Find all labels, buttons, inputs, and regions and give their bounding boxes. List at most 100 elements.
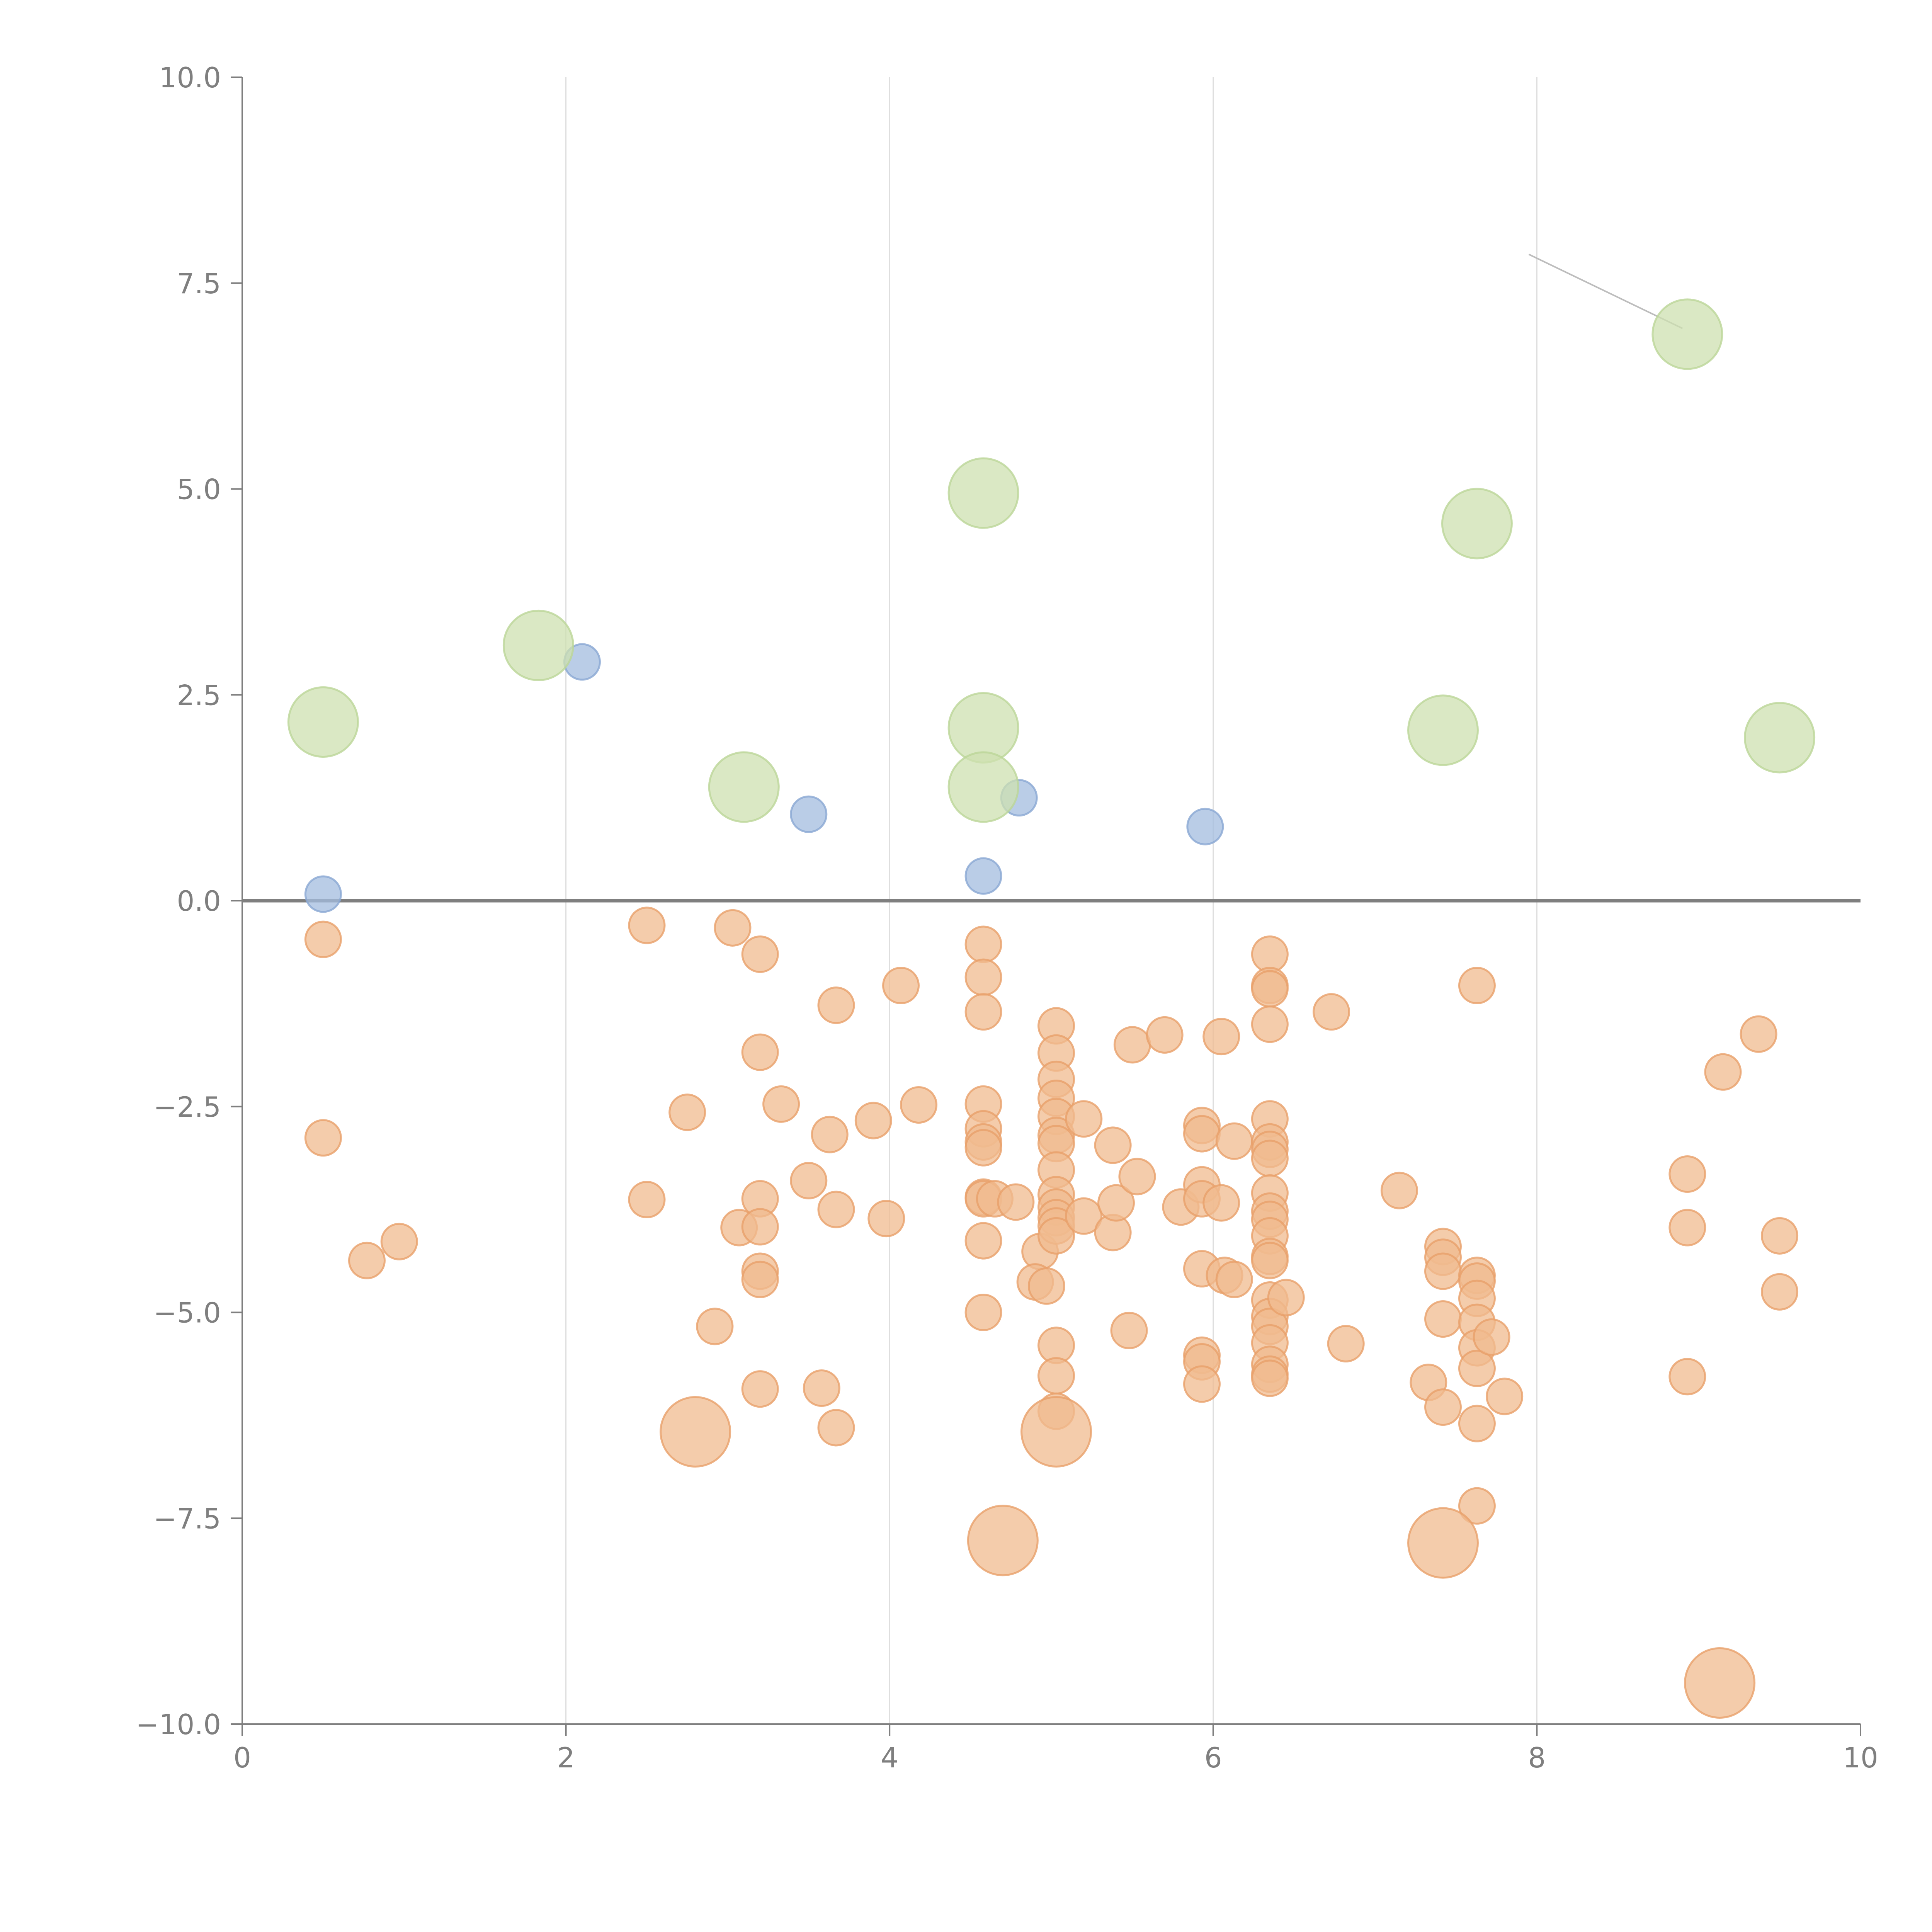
point-orange-29 xyxy=(964,958,1002,996)
axis-ticks: 0 2 4 6 8 10 10.0 7.5 5.0 2.5 0.0 −2.5 −5.0 −7.5 −10.0 xyxy=(136,61,1878,1774)
point-orange-large-0 xyxy=(660,1396,731,1468)
point-orange-25 xyxy=(867,1200,905,1238)
point-orange-3 xyxy=(380,1223,418,1260)
point-orange-38 xyxy=(964,1294,1002,1331)
y-tick-label-2: 5.0 xyxy=(177,473,221,506)
point-orange-large-1 xyxy=(967,1505,1039,1577)
point-orange-96 xyxy=(1251,1242,1289,1279)
point-orange-77 xyxy=(1183,1365,1221,1403)
y-tick-label-3: 2.5 xyxy=(177,679,221,711)
point-orange-121 xyxy=(1458,1405,1496,1442)
y-tick-label-4: 0.0 xyxy=(177,885,221,917)
point-green-1 xyxy=(502,609,574,681)
point-orange-78 xyxy=(1202,1018,1240,1056)
point-orange-85 xyxy=(1251,970,1289,1008)
point-orange-66 xyxy=(1113,1026,1151,1064)
point-orange-1 xyxy=(304,1119,342,1157)
point-blue-2 xyxy=(790,795,828,833)
point-orange-23 xyxy=(817,1409,855,1447)
point-green-5 xyxy=(947,751,1019,823)
point-orange-40 xyxy=(997,1183,1035,1221)
point-orange-107 xyxy=(1380,1172,1418,1209)
point-orange-21 xyxy=(811,1116,849,1153)
x-tick-label-3: 6 xyxy=(1204,1742,1222,1774)
point-orange-64 xyxy=(1097,1184,1135,1222)
point-orange-131 xyxy=(1761,1273,1799,1311)
point-orange-82 xyxy=(1215,1122,1253,1160)
point-orange-16 xyxy=(741,1370,779,1408)
point-orange-125 xyxy=(1668,1155,1706,1193)
point-green-6 xyxy=(1407,694,1479,766)
point-orange-113 xyxy=(1424,1388,1462,1426)
series-orange-large xyxy=(660,1396,1756,1719)
x-tick-label-0: 0 xyxy=(233,1742,251,1774)
point-orange-123 xyxy=(1473,1318,1510,1356)
point-orange-130 xyxy=(1761,1217,1799,1255)
x-tick-label-1: 2 xyxy=(557,1742,575,1774)
y-tick-label-7: −7.5 xyxy=(153,1502,221,1535)
point-blue-5 xyxy=(1186,808,1224,845)
series-orange xyxy=(304,906,1799,1525)
point-green-8 xyxy=(1651,298,1723,370)
series-green xyxy=(287,298,1816,823)
point-green-2 xyxy=(708,751,780,823)
point-orange-20 xyxy=(817,986,855,1024)
point-orange-6 xyxy=(668,1094,706,1131)
x-tick-label-5: 10 xyxy=(1843,1742,1878,1774)
point-orange-127 xyxy=(1668,1358,1706,1396)
point-orange-22 xyxy=(817,1190,855,1228)
point-orange-24 xyxy=(854,1102,892,1139)
point-orange-28 xyxy=(964,925,1002,963)
point-orange-120 xyxy=(1458,1349,1496,1387)
point-orange-83 xyxy=(1251,935,1289,973)
point-orange-128 xyxy=(1704,1053,1742,1091)
point-orange-106 xyxy=(1327,1325,1365,1362)
point-orange-81 xyxy=(1215,1260,1253,1298)
point-orange-90 xyxy=(1251,1139,1289,1177)
point-orange-103 xyxy=(1251,1359,1289,1397)
point-orange-61 xyxy=(1065,1197,1103,1235)
point-orange-11 xyxy=(741,1033,779,1071)
point-orange-60 xyxy=(1065,1100,1103,1138)
point-orange-2 xyxy=(348,1242,386,1279)
point-orange-large-2 xyxy=(1020,1396,1092,1468)
point-orange-large-3 xyxy=(1407,1507,1479,1579)
y-tick-label-0: 10.0 xyxy=(159,61,221,94)
point-orange-large-4 xyxy=(1684,1647,1756,1719)
x-tick-label-2: 4 xyxy=(881,1742,898,1774)
point-orange-5 xyxy=(628,1181,666,1219)
point-orange-26 xyxy=(882,966,920,1004)
x-tick-label-4: 8 xyxy=(1528,1742,1546,1774)
point-orange-67 xyxy=(1118,1158,1156,1196)
point-green-7 xyxy=(1441,488,1513,560)
point-orange-56 xyxy=(1037,1217,1075,1255)
annotation-leader-lines xyxy=(986,253,1781,1677)
point-orange-111 xyxy=(1424,1252,1462,1290)
point-orange-13 xyxy=(741,1208,779,1246)
point-orange-0 xyxy=(304,920,342,958)
point-orange-30 xyxy=(964,993,1002,1031)
point-orange-122 xyxy=(1458,1487,1496,1525)
point-orange-19 xyxy=(803,1369,840,1407)
y-tick-label-8: −10.0 xyxy=(136,1708,221,1741)
point-orange-58 xyxy=(1037,1357,1075,1395)
point-orange-104 xyxy=(1267,1279,1305,1316)
point-blue-0 xyxy=(304,875,342,913)
point-green-0 xyxy=(287,686,359,758)
point-orange-17 xyxy=(762,1085,800,1123)
point-orange-27 xyxy=(900,1086,938,1124)
point-orange-105 xyxy=(1313,993,1350,1031)
point-orange-79 xyxy=(1202,1184,1240,1222)
point-orange-7 xyxy=(696,1308,734,1345)
point-orange-43 xyxy=(1027,1267,1065,1305)
point-orange-65 xyxy=(1110,1311,1148,1349)
point-green-3 xyxy=(947,457,1019,529)
point-orange-114 xyxy=(1458,966,1496,1004)
point-orange-124 xyxy=(1486,1378,1524,1415)
point-orange-126 xyxy=(1668,1209,1706,1247)
y-tick-label-1: 7.5 xyxy=(177,267,221,300)
point-orange-129 xyxy=(1740,1015,1777,1053)
y-tick-label-5: −2.5 xyxy=(153,1091,221,1123)
point-orange-37 xyxy=(964,1222,1002,1260)
point-orange-112 xyxy=(1424,1300,1462,1338)
